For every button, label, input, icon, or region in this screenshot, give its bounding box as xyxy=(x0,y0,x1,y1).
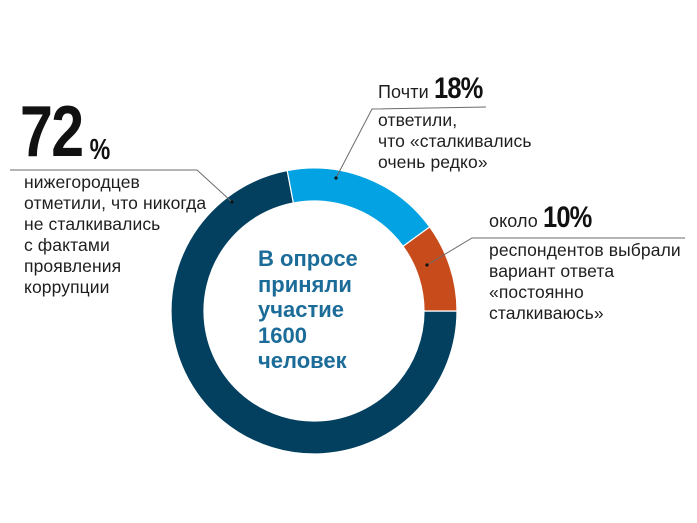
callout-constantly-heading: около 10% xyxy=(489,201,600,234)
callout-rarely-text: ответили, что «сталкивались очень редко» xyxy=(378,110,532,173)
callout-never-percent: % xyxy=(89,134,111,166)
callout-rarely-heading: Почти 18% xyxy=(378,72,491,105)
callout-constantly-line: вариант ответа xyxy=(489,261,615,281)
callout-never-line: отметили, что никогда xyxy=(24,193,207,213)
leader-lines xyxy=(10,106,685,267)
segment-rarely xyxy=(286,167,431,248)
callout-rarely-prefix: Почти xyxy=(378,82,429,102)
callout-rarely-line: очень редко» xyxy=(378,152,488,172)
callout-never-line: нижегородцев xyxy=(24,172,140,192)
callout-constantly-line: сталкиваюсь» xyxy=(489,303,604,323)
segment-never xyxy=(170,169,458,455)
center-line: 1600 xyxy=(258,322,307,348)
callout-never-line: коррупции xyxy=(24,277,110,297)
callout-constantly-text: респондентов выбрали вариант ответа «пос… xyxy=(489,240,681,324)
leader-dot-never xyxy=(230,200,234,204)
callout-never-line: с фактами xyxy=(24,235,110,255)
callout-constantly-line: «постоянно xyxy=(489,282,584,302)
callout-never-text: нижегородцев отметили, что никогда не ст… xyxy=(24,172,206,298)
center-line: В опросе xyxy=(258,246,358,271)
center-line: участие xyxy=(258,297,345,322)
callout-rarely-number: 18% xyxy=(433,72,483,105)
callout-never-line: проявления xyxy=(24,256,122,276)
leader-dot-rarely xyxy=(334,176,338,180)
leader-line-never xyxy=(10,169,233,203)
center-line: человек xyxy=(258,348,347,373)
leader-dot-constantly xyxy=(425,263,429,267)
callout-never-number: 72 xyxy=(20,92,84,172)
leader-line-rarely xyxy=(335,106,487,179)
segment-constantly xyxy=(402,226,458,312)
callout-constantly-number: 10% xyxy=(542,201,592,234)
donut-center-text: В опросе приняли участие 1600 человек xyxy=(258,246,358,374)
callout-constantly-prefix: около xyxy=(489,211,538,231)
leader-line-constantly xyxy=(426,237,685,266)
callout-rarely-line: что «сталкивались xyxy=(378,131,532,151)
donut-segments xyxy=(170,167,458,455)
callout-never-line: не сталкивались xyxy=(24,214,161,234)
center-line: приняли xyxy=(258,271,352,297)
callout-constantly-line: респондентов выбрали xyxy=(489,240,681,260)
callout-rarely-line: ответили, xyxy=(378,110,458,130)
